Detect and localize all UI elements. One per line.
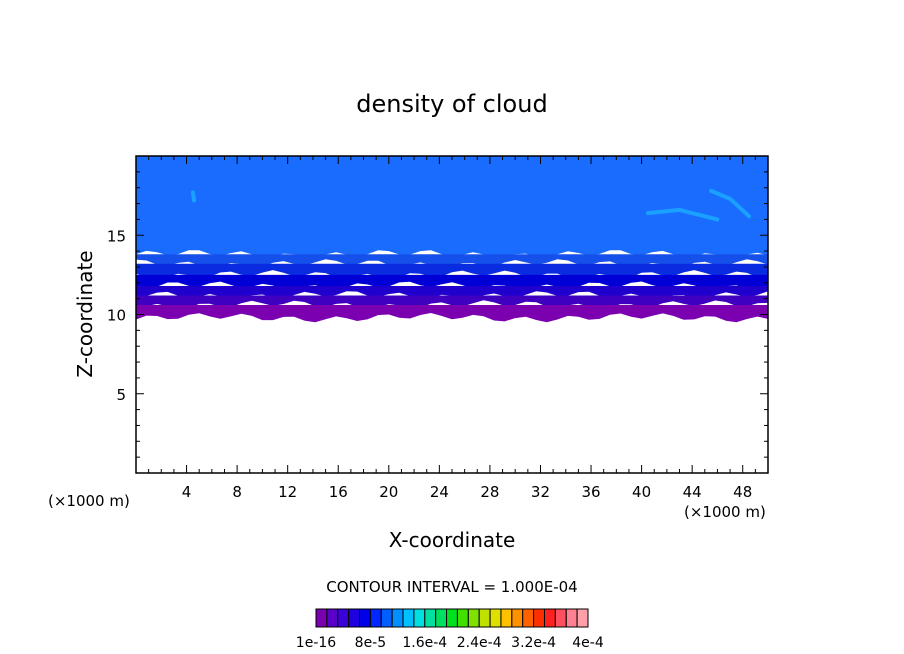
x-tick-label: 4	[182, 483, 192, 501]
x-tick-label: 44	[683, 483, 702, 501]
colorbar-swatch	[359, 608, 371, 628]
x-tick-label: 12	[278, 483, 297, 501]
colorbar-swatch	[489, 608, 502, 628]
colorbar-label: 1.6e-4	[402, 635, 447, 651]
colorbar-swatch	[391, 608, 404, 628]
colorbar-swatch	[380, 608, 393, 628]
colorbar-swatch	[369, 608, 382, 628]
y-tick-label: 10	[107, 307, 126, 325]
x-axis-unit: (×1000 m)	[684, 503, 766, 521]
colorbar-swatch	[424, 608, 437, 628]
colorbar-swatch	[326, 608, 339, 628]
x-axis-ticks: 4 8 12 16 20 24 28 32 36 40 44 48	[148, 156, 756, 501]
colorbar-swatch	[446, 608, 458, 628]
density-patch	[645, 207, 720, 222]
density-band	[136, 304, 768, 323]
x-tick-label: 8	[232, 483, 242, 501]
colorbar-label: 2.4e-4	[457, 635, 502, 651]
colorbar-swatch	[533, 608, 545, 628]
density-band	[136, 156, 768, 259]
colorbar-swatch	[554, 608, 567, 628]
colorbar-swatch	[511, 608, 524, 628]
y-tick-label: 15	[107, 227, 126, 245]
colorbar-swatch	[478, 608, 491, 628]
colorbar-swatch	[435, 608, 448, 628]
colorbar-label: 1e-16	[296, 635, 336, 651]
colorbar-swatch	[565, 608, 578, 628]
colorbar-swatch	[337, 608, 350, 628]
colorbar-swatch	[467, 608, 480, 628]
density-patch	[709, 188, 751, 219]
x-tick-label: 48	[733, 483, 752, 501]
colorbar-labels: 1e-16 8e-5 1.6e-4 2.4e-4 3.2e-4 4e-4	[296, 635, 604, 651]
colorbar	[315, 608, 589, 628]
cloud-density-patches	[190, 188, 751, 222]
colorbar-swatch	[348, 608, 361, 628]
colorbar-swatch	[456, 608, 469, 628]
density-patch	[190, 190, 197, 203]
x-tick-label: 32	[531, 483, 550, 501]
x-tick-label: 40	[632, 483, 651, 501]
colorbar-swatch	[500, 608, 513, 628]
cloud-density-bands	[136, 156, 768, 323]
y-tick-label: 5	[116, 386, 126, 404]
x-tick-label: 36	[581, 483, 600, 501]
colorbar-swatch	[522, 608, 535, 628]
y-axis-ticks: 5 10 15	[107, 171, 768, 458]
colorbar-swatch	[315, 608, 328, 628]
chart-title: density of cloud	[356, 90, 547, 118]
x-tick-label: 20	[379, 483, 398, 501]
colorbar-swatch	[543, 608, 556, 628]
colorbar-label: 4e-4	[572, 635, 604, 651]
colorbar-label: 3.2e-4	[511, 635, 556, 651]
contour-interval: CONTOUR INTERVAL = 1.000E-04	[326, 578, 577, 596]
y-axis-label: Z-coordinate	[73, 250, 97, 377]
colorbar-label: 8e-5	[355, 635, 386, 651]
x-tick-label: 16	[329, 483, 348, 501]
x-tick-label: 28	[480, 483, 499, 501]
z-axis-unit: (×1000 m)	[48, 492, 130, 510]
x-axis-label: X-coordinate	[389, 528, 516, 552]
colorbar-swatch	[413, 608, 426, 628]
density-band	[136, 254, 768, 269]
x-tick-label: 24	[430, 483, 449, 501]
colorbar-swatch	[576, 608, 589, 628]
colorbar-swatch	[402, 608, 415, 628]
